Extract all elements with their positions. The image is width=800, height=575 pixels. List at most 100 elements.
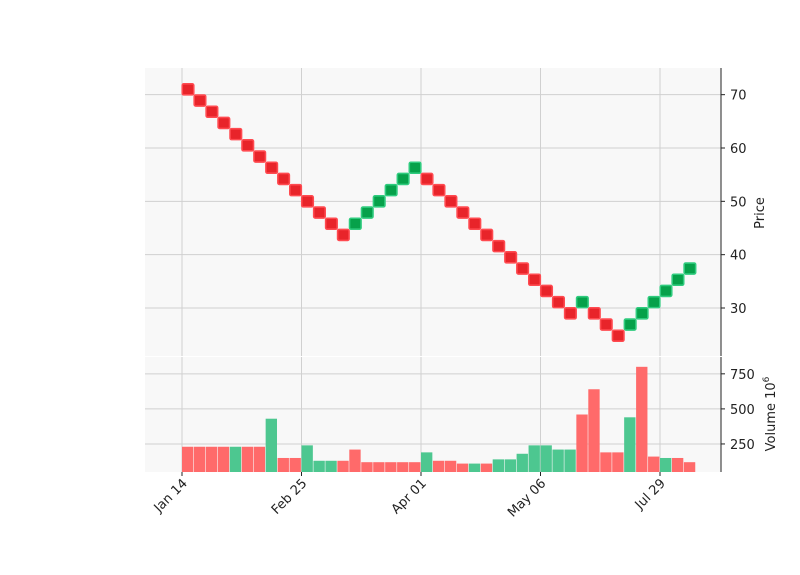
volume-axis-title-base: Volume 10 (764, 382, 779, 451)
volume-axis-title-exponent: 6 (762, 376, 772, 382)
x-tick-label: Feb 25 (269, 476, 311, 518)
x-tick-label: Jul 29 (632, 476, 669, 513)
x-tick-label: Jan 14 (151, 476, 191, 516)
volume-bar (648, 456, 660, 472)
renko-brick (492, 239, 506, 253)
renko-brick (480, 228, 494, 242)
volume-axis-title: Volume 106 (762, 376, 779, 451)
renko-brick (504, 251, 518, 264)
price-panel-background (145, 68, 721, 356)
volume-bar (588, 389, 600, 472)
volume-bar (432, 460, 445, 472)
volume-bar (217, 446, 230, 472)
renko-brick (181, 83, 195, 96)
volume-bar (504, 459, 516, 472)
renko-brick (623, 318, 637, 331)
x-axis-ticks: Jan 14 Feb 25 Apr 01 May 06 Jul 29 (151, 472, 669, 520)
renko-brick (217, 116, 231, 130)
renko-brick (348, 217, 362, 231)
renko-brick (384, 183, 398, 197)
renko-brick (468, 217, 482, 231)
volume-bar (289, 457, 301, 472)
volume-bar (397, 462, 409, 472)
volume-bar (361, 462, 373, 472)
price-tick-label: 70 (730, 89, 747, 104)
renko-brick (312, 206, 327, 219)
renko-brick (456, 206, 470, 219)
price-tick-label: 50 (730, 195, 747, 210)
renko-brick (336, 228, 350, 242)
renko-brick (205, 105, 219, 119)
volume-bar (456, 463, 469, 472)
volume-tick-label: 250 (730, 438, 755, 453)
renko-brick (193, 94, 207, 107)
renko-brick (527, 273, 542, 287)
volume-bar (349, 449, 361, 472)
renko-brick (300, 195, 315, 208)
volume-bar (552, 449, 564, 472)
volume-bar (265, 418, 277, 472)
renko-brick (241, 139, 255, 152)
volume-bar (337, 460, 349, 472)
renko-brick (599, 318, 613, 331)
volume-bar (624, 417, 636, 472)
renko-brick (516, 262, 530, 275)
renko-brick (551, 295, 566, 309)
volume-bar (313, 460, 325, 472)
renko-brick (372, 195, 386, 208)
renko-brick (420, 172, 434, 186)
renko-brick (277, 172, 291, 186)
volume-bar (205, 446, 218, 472)
price-tick-label: 30 (730, 302, 747, 317)
renko-brick (611, 329, 625, 343)
renko-brick (360, 206, 374, 219)
volume-bar (229, 446, 242, 472)
renko-brick (324, 217, 338, 231)
renko-brick (265, 161, 279, 175)
volume-bar (253, 446, 266, 472)
volume-bar (540, 445, 552, 472)
volume-bar (468, 463, 481, 472)
volume-bar (193, 446, 206, 472)
renko-brick (671, 273, 685, 287)
renko-brick (587, 307, 601, 320)
volume-bar (636, 366, 648, 472)
renko-brick (539, 284, 554, 298)
volume-bar (671, 457, 684, 472)
renko-brick (563, 307, 577, 320)
x-tick-label: May 06 (505, 476, 549, 520)
volume-bar (683, 462, 696, 472)
volume-bar (612, 452, 624, 472)
volume-bar (528, 445, 540, 472)
renko-brick (408, 161, 422, 175)
volume-bar (516, 453, 528, 472)
renko-brick (575, 295, 589, 309)
volume-bar (301, 445, 313, 472)
renko-brick (229, 127, 243, 141)
volume-bar (576, 414, 588, 472)
price-axis-title: Price (753, 197, 768, 229)
volume-bar (277, 457, 289, 472)
volume-bar (409, 462, 421, 472)
renko-brick (432, 183, 446, 197)
renko-brick (683, 262, 697, 275)
renko-brick (253, 150, 267, 163)
volume-bars (182, 366, 696, 472)
price-axis-ticks: 30 40 50 60 70 (721, 89, 747, 317)
renko-brick (647, 295, 661, 309)
x-tick-label: Apr 01 (389, 476, 430, 517)
renko-brick (635, 307, 649, 320)
volume-tick-label: 500 (730, 403, 755, 418)
volume-bar (660, 457, 672, 472)
volume-bar (373, 462, 385, 472)
renko-brick (444, 195, 458, 208)
volume-bar (444, 460, 457, 472)
price-tick-label: 60 (730, 142, 747, 157)
volume-bar (564, 449, 576, 472)
volume-bar (241, 446, 254, 472)
volume-bar (421, 452, 433, 472)
volume-tick-label: 750 (730, 368, 755, 383)
volume-bar (480, 463, 493, 472)
volume-bar (600, 452, 612, 472)
